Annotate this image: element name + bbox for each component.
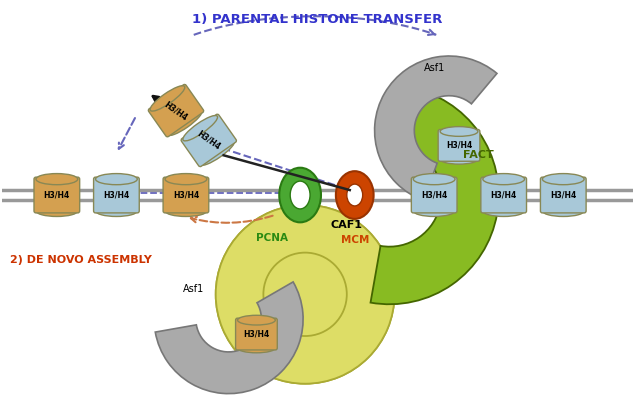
- Wedge shape: [156, 282, 303, 393]
- Ellipse shape: [167, 110, 202, 135]
- Ellipse shape: [483, 173, 525, 185]
- Wedge shape: [216, 205, 394, 384]
- FancyBboxPatch shape: [236, 318, 277, 350]
- FancyBboxPatch shape: [181, 114, 236, 167]
- Ellipse shape: [183, 116, 218, 141]
- FancyBboxPatch shape: [93, 177, 139, 213]
- FancyBboxPatch shape: [411, 177, 457, 213]
- Ellipse shape: [165, 205, 207, 216]
- Ellipse shape: [237, 315, 276, 325]
- Ellipse shape: [440, 127, 478, 136]
- Wedge shape: [375, 56, 497, 200]
- Ellipse shape: [347, 184, 363, 206]
- Text: CAF1: CAF1: [331, 220, 363, 230]
- Text: Asf1: Asf1: [424, 63, 444, 73]
- Text: Asf1: Asf1: [184, 284, 204, 294]
- Text: H3/H4: H3/H4: [163, 99, 189, 122]
- Ellipse shape: [413, 205, 455, 216]
- FancyBboxPatch shape: [34, 177, 79, 213]
- FancyBboxPatch shape: [540, 177, 586, 213]
- Ellipse shape: [165, 173, 207, 185]
- Text: H3/H4: H3/H4: [446, 141, 472, 150]
- Ellipse shape: [440, 154, 478, 164]
- FancyBboxPatch shape: [149, 84, 204, 137]
- Text: H3/H4: H3/H4: [104, 191, 130, 200]
- Text: H3/H4: H3/H4: [243, 330, 269, 339]
- Ellipse shape: [95, 173, 137, 185]
- Text: H3/H4: H3/H4: [550, 191, 577, 200]
- Ellipse shape: [290, 181, 310, 209]
- Text: H3/H4: H3/H4: [173, 191, 199, 200]
- Ellipse shape: [413, 173, 455, 185]
- Ellipse shape: [542, 173, 584, 185]
- Wedge shape: [371, 87, 498, 304]
- Text: 2) DE NOVO ASSEMBLY: 2) DE NOVO ASSEMBLY: [10, 254, 152, 264]
- Ellipse shape: [200, 140, 235, 165]
- Ellipse shape: [483, 205, 525, 216]
- Ellipse shape: [542, 205, 584, 216]
- Text: H3/H4: H3/H4: [44, 191, 70, 200]
- Ellipse shape: [336, 171, 373, 219]
- Ellipse shape: [95, 205, 137, 216]
- FancyBboxPatch shape: [438, 129, 480, 161]
- Text: MCM: MCM: [340, 235, 369, 245]
- FancyBboxPatch shape: [481, 177, 526, 213]
- Ellipse shape: [150, 86, 185, 111]
- Text: 1) PARENTAL HISTONE TRANSFER: 1) PARENTAL HISTONE TRANSFER: [192, 13, 443, 26]
- Ellipse shape: [237, 343, 276, 353]
- Text: H3/H4: H3/H4: [421, 191, 447, 200]
- Wedge shape: [216, 205, 394, 384]
- Text: PCNA: PCNA: [257, 233, 288, 243]
- Text: H3/H4: H3/H4: [491, 191, 517, 200]
- Ellipse shape: [279, 168, 321, 222]
- Text: FACT: FACT: [464, 150, 494, 160]
- Ellipse shape: [36, 173, 77, 185]
- FancyBboxPatch shape: [163, 177, 209, 213]
- Ellipse shape: [36, 205, 77, 216]
- Text: H3/H4: H3/H4: [196, 129, 222, 152]
